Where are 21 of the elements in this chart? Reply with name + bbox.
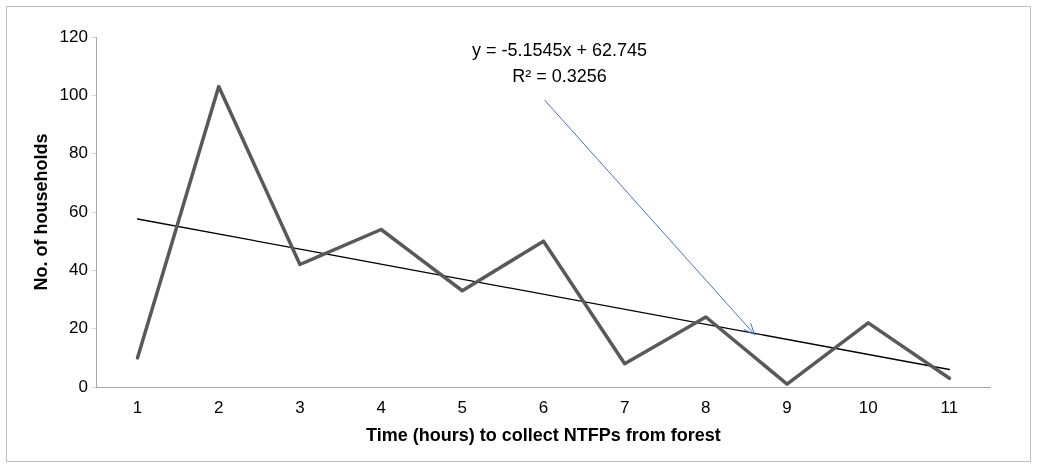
x-tick-label: 3 xyxy=(295,397,305,417)
y-tick-label: 100 xyxy=(59,85,88,105)
y-axis-title: No. of households xyxy=(30,133,51,291)
y-tick-label: 0 xyxy=(78,376,88,396)
x-tick-label: 7 xyxy=(619,397,630,417)
x-axis-title: Time (hours) to collect NTFPs from forest xyxy=(366,425,721,446)
y-tick-label: 60 xyxy=(69,201,88,221)
x-tick-label: 2 xyxy=(214,397,224,417)
y-tick-label: 80 xyxy=(69,143,88,163)
x-tick-label: 5 xyxy=(457,397,468,417)
y-tick-label: 120 xyxy=(59,26,88,46)
x-tick-label: 6 xyxy=(538,397,549,417)
x-tick-label: 10 xyxy=(858,397,878,417)
x-tick-label: 11 xyxy=(940,397,959,417)
x-tick-label: 9 xyxy=(782,397,792,417)
y-tick-label: 40 xyxy=(69,260,88,280)
x-tick-label: 1 xyxy=(132,397,143,417)
y-tick-label: 20 xyxy=(69,318,88,338)
annotation: y = -5.1545x + 62.745 R² = 0.3256 xyxy=(471,39,648,86)
x-tick-label: 8 xyxy=(701,397,711,417)
x-tick-label: 4 xyxy=(376,397,386,417)
